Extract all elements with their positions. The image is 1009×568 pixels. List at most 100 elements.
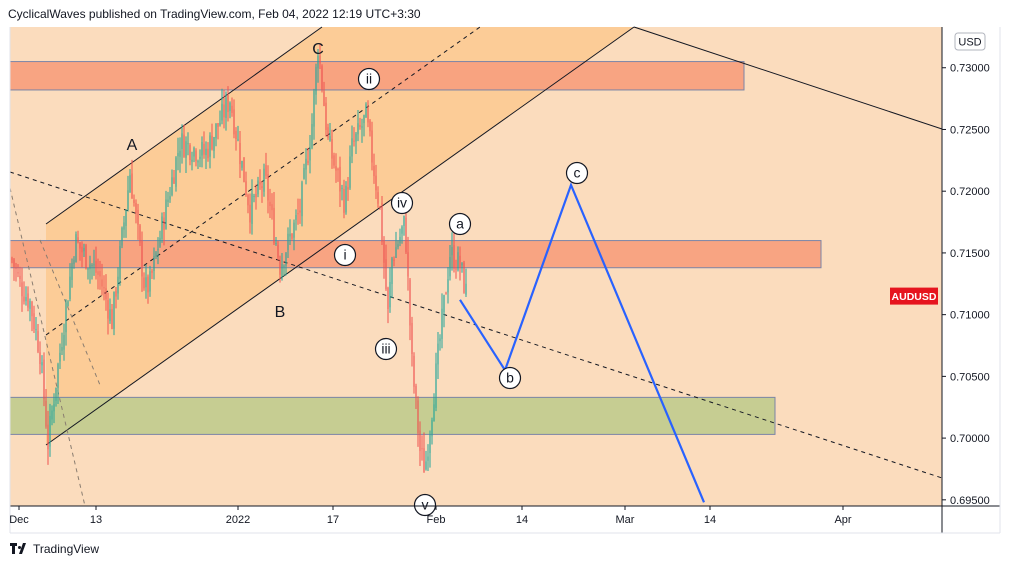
footer: TradingView: [10, 542, 99, 556]
candle-body: [389, 281, 391, 308]
candle-body: [59, 352, 61, 362]
candle-body: [443, 295, 445, 313]
candle-body: [187, 143, 189, 145]
wave-label-b: b: [498, 366, 522, 390]
candle-body: [421, 448, 423, 450]
candle-body: [433, 404, 435, 422]
candle-body: [39, 352, 41, 364]
candle-body: [57, 364, 59, 389]
candle-body: [149, 271, 151, 292]
candle-body: [301, 182, 303, 217]
candle-body: [117, 276, 119, 294]
candle-body: [295, 215, 297, 220]
candle-body: [103, 287, 105, 289]
candle-body: [69, 276, 71, 299]
middle-resistance-zone: [9, 240, 822, 269]
candle-body: [253, 195, 255, 197]
candle-body: [177, 153, 179, 157]
candle-body: [437, 343, 439, 365]
svg-text:AUDUSD: AUDUSD: [892, 291, 937, 303]
candle-body: [413, 355, 415, 387]
wave-label-text: a: [456, 216, 464, 232]
candle-body: [55, 387, 57, 401]
candle-body: [91, 264, 93, 266]
candle-body: [53, 404, 55, 412]
candle-body: [249, 204, 251, 223]
wave-label-circle: [357, 67, 381, 91]
wave-label-text: b: [506, 370, 514, 386]
candle-body: [183, 134, 185, 157]
candle-body: [399, 236, 401, 244]
wave-label-circle: [448, 212, 472, 236]
candle-body: [125, 210, 127, 226]
candle-body: [135, 203, 137, 214]
candle-body: [439, 338, 441, 342]
candle-body: [371, 130, 373, 163]
candle-body: [195, 150, 197, 162]
candle-body: [115, 290, 117, 297]
candle-body: [365, 104, 367, 118]
y-tick-label: 0.72000: [950, 186, 990, 198]
channel-lower-line: [45, 26, 635, 446]
candle-body: [159, 237, 161, 247]
wave-label-circle: [413, 493, 437, 517]
candle-body: [349, 156, 351, 188]
candle-body: [157, 249, 159, 251]
candle-body: [397, 244, 399, 248]
candle-body: [381, 203, 383, 243]
candle-body: [333, 155, 335, 166]
candle-body: [429, 434, 431, 454]
wave-label-i: i: [333, 243, 357, 267]
candle-body: [341, 187, 343, 189]
candle-body: [279, 260, 281, 275]
candle-body: [133, 200, 135, 203]
wave-label-text: iii: [381, 341, 390, 357]
candle-body: [277, 244, 279, 258]
candle-body: [167, 199, 169, 203]
candle-body: [201, 142, 203, 156]
candles-layer: [11, 43, 467, 473]
candle-body: [89, 264, 91, 270]
candle-body: [179, 150, 181, 157]
candle-body: [49, 415, 51, 447]
candle-body: [25, 297, 27, 302]
candle-body: [227, 95, 229, 113]
candle-body: [241, 161, 243, 168]
candle-body: [305, 158, 307, 170]
candle-body: [99, 271, 101, 277]
wave-label-v: v: [413, 493, 437, 517]
candle-body: [11, 258, 13, 260]
candle-body: [239, 143, 241, 165]
candle-body: [127, 190, 129, 210]
footer-brand: TradingView: [33, 542, 100, 556]
candle-body: [33, 313, 35, 330]
x-tick-label: 17: [327, 514, 339, 526]
tradingview-logo-icon: [10, 543, 28, 555]
candle-body: [87, 268, 89, 270]
candle-body: [205, 148, 207, 156]
candle-body: [431, 420, 433, 437]
candle-body: [283, 265, 285, 267]
candle-body: [425, 461, 427, 470]
candle-body: [37, 331, 39, 352]
candle-body: [367, 107, 369, 123]
candle-body: [361, 126, 363, 128]
candle-body: [17, 272, 19, 274]
wave-label-ii: ii: [357, 67, 381, 91]
candle-body: [153, 255, 155, 271]
candle-body: [387, 287, 389, 309]
candle-body: [207, 148, 209, 159]
price-axis-background: [942, 27, 1000, 506]
candle-body: [47, 424, 49, 450]
candle-body: [281, 264, 283, 278]
candle-body: [171, 177, 173, 195]
candle-body: [311, 124, 313, 148]
candle-body: [81, 246, 83, 253]
candle-body: [65, 302, 67, 333]
candle-body: [151, 270, 153, 273]
candle-body: [245, 181, 247, 195]
candle-body: [235, 130, 237, 139]
candle-body: [71, 262, 73, 280]
candle-body: [193, 147, 195, 157]
